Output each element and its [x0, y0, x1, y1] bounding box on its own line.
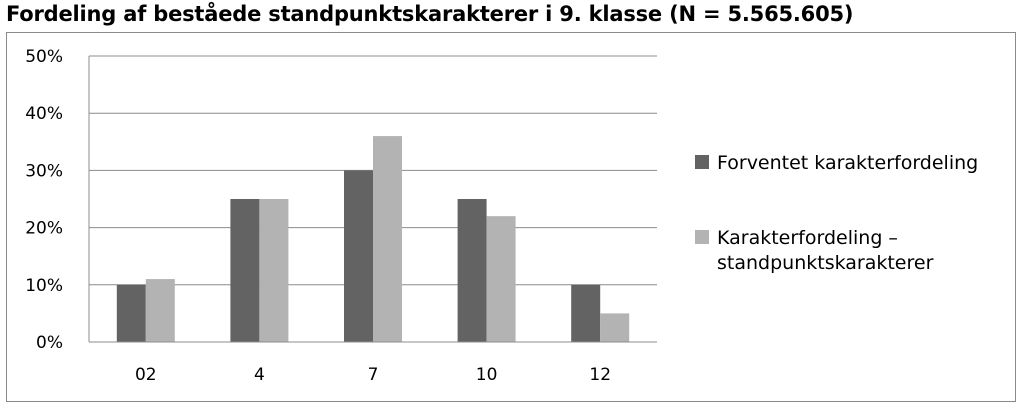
chart-title: Fordeling af beståede standpunktskarakte… [6, 2, 854, 26]
bar-12-series-2 [600, 313, 630, 342]
bar-12-series-1 [571, 284, 601, 342]
bar-10-series-2 [486, 216, 516, 342]
y-tick-label: 30% [25, 161, 63, 181]
y-axis-tick-labels: 0% 10% 20% 30% 40% 50% [25, 47, 63, 353]
legend-label-1: Forventet karakterfordeling [717, 152, 978, 174]
bar-4-series-2 [259, 199, 289, 342]
bars [116, 136, 630, 342]
y-tick-label: 50% [25, 47, 63, 67]
legend: Forventet karakterfordeling Karakterforde… [695, 152, 978, 274]
y-tick-label: 0% [36, 333, 63, 353]
y-tick-label: 10% [25, 276, 63, 296]
y-tick-label: 20% [25, 219, 63, 239]
x-tick-label: 12 [589, 365, 611, 385]
x-tick-label: 7 [368, 365, 379, 385]
legend-swatch-2 [695, 230, 709, 244]
chart-frame [6, 32, 1016, 402]
bar-4-series-1 [230, 199, 260, 342]
x-tick-label: 4 [254, 365, 265, 385]
bar-10-series-1 [457, 199, 487, 342]
legend-label-2: Karakterfordeling – standpunktskarakterer [717, 227, 934, 274]
axes [88, 56, 657, 343]
bar-7-series-1 [344, 170, 373, 342]
x-tick-label: 10 [476, 365, 498, 385]
legend-swatch-1 [695, 155, 709, 169]
bar-02-series-1 [116, 284, 146, 342]
x-axis-tick-labels: 02 4 7 10 12 [135, 365, 611, 385]
x-tick-label: 02 [135, 365, 157, 385]
y-tick-label: 40% [25, 104, 63, 124]
bar-7-series-2 [373, 136, 402, 342]
bar-02-series-2 [145, 279, 175, 342]
